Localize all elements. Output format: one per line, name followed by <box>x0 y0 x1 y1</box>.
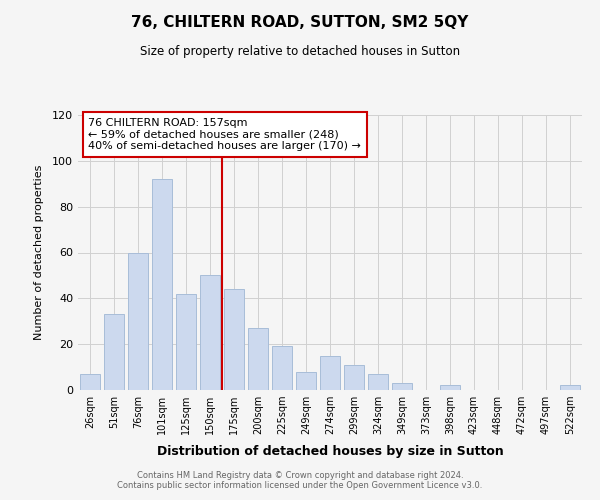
Bar <box>176 294 196 390</box>
Bar <box>248 328 268 390</box>
Y-axis label: Number of detached properties: Number of detached properties <box>34 165 44 340</box>
Bar <box>440 386 460 390</box>
Bar <box>104 314 124 390</box>
Text: 76 CHILTERN ROAD: 157sqm
← 59% of detached houses are smaller (248)
40% of semi-: 76 CHILTERN ROAD: 157sqm ← 59% of detach… <box>88 118 361 151</box>
Bar <box>344 365 364 390</box>
Bar <box>272 346 292 390</box>
Bar <box>560 386 580 390</box>
Bar <box>296 372 316 390</box>
Bar <box>152 179 172 390</box>
Bar <box>200 276 220 390</box>
Text: Size of property relative to detached houses in Sutton: Size of property relative to detached ho… <box>140 45 460 58</box>
Bar <box>320 356 340 390</box>
X-axis label: Distribution of detached houses by size in Sutton: Distribution of detached houses by size … <box>157 446 503 458</box>
Bar <box>80 374 100 390</box>
Bar <box>368 374 388 390</box>
Bar <box>224 289 244 390</box>
Text: 76, CHILTERN ROAD, SUTTON, SM2 5QY: 76, CHILTERN ROAD, SUTTON, SM2 5QY <box>131 15 469 30</box>
Bar <box>128 252 148 390</box>
Text: Contains HM Land Registry data © Crown copyright and database right 2024.
Contai: Contains HM Land Registry data © Crown c… <box>118 470 482 490</box>
Bar <box>392 383 412 390</box>
